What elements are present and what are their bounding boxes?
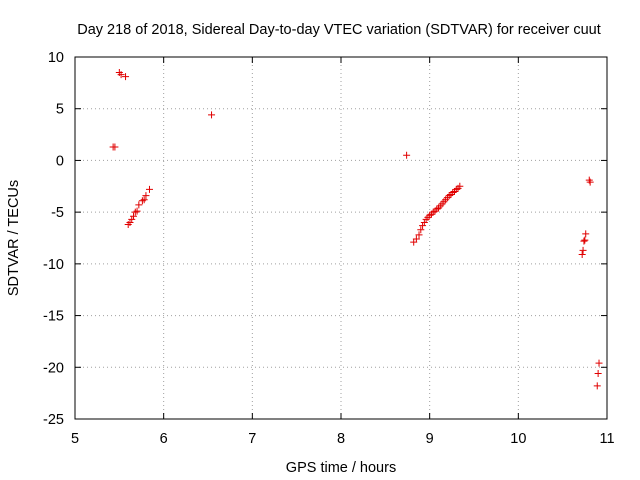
axis-ticks: [74, 56, 608, 420]
data-point: [429, 208, 437, 216]
data-point: [415, 231, 423, 239]
y-tick-label: -15: [43, 309, 64, 325]
y-tick-label: -20: [43, 360, 64, 376]
x-tick-label: 10: [510, 431, 526, 447]
data-point: [142, 192, 150, 200]
x-tick-label: 6: [160, 431, 168, 447]
data-point: [133, 207, 141, 215]
data-point: [581, 236, 589, 244]
data-point: [593, 382, 601, 390]
data-point: [126, 218, 134, 226]
x-tick-label: 8: [337, 431, 345, 447]
data-point: [412, 235, 420, 243]
y-tick-label: -25: [43, 412, 64, 428]
data-point: [452, 185, 460, 193]
data-point: [433, 205, 441, 213]
x-tick-label: 9: [426, 431, 434, 447]
data-point: [419, 222, 427, 230]
chart-title: Day 218 of 2018, Sidereal Day-to-day VTE…: [77, 22, 601, 38]
data-point: [135, 201, 143, 209]
data-point: [138, 197, 146, 205]
y-tick-label: -10: [43, 257, 64, 273]
axis-tick-labels: 5 6 7 8 9 10 11 -25 -20 -15 -10 -5 0 5 10: [43, 50, 615, 447]
data-point: [403, 151, 411, 159]
x-axis-label: GPS time / hours: [286, 460, 396, 476]
data-point: [111, 143, 119, 151]
data-point: [580, 237, 588, 245]
data-point: [122, 73, 130, 81]
data-point: [579, 246, 587, 254]
y-tick-label: 10: [48, 50, 64, 66]
y-axis-label: SDTVAR / TECUs: [6, 180, 22, 296]
data-point: [131, 208, 139, 216]
data-point: [420, 218, 428, 226]
grid-lines: [75, 57, 607, 419]
data-point: [417, 226, 425, 234]
data-point: [456, 182, 464, 190]
x-tick-label: 11: [599, 431, 614, 447]
data-point: [117, 71, 125, 79]
y-tick-label: -5: [51, 205, 64, 221]
data-point: [582, 230, 590, 238]
data-point: [145, 185, 153, 193]
data-point: [140, 196, 148, 204]
x-tick-label: 5: [71, 431, 79, 447]
data-point: [594, 369, 602, 377]
data-point: [130, 212, 138, 220]
data-point: [128, 215, 136, 223]
y-tick-label: 0: [56, 153, 64, 169]
y-tick-label: 5: [56, 102, 64, 118]
data-point: [578, 251, 586, 259]
x-tick-label: 7: [248, 431, 256, 447]
data-point: [426, 211, 434, 219]
data-point: [449, 188, 457, 196]
data-points: [109, 69, 603, 390]
data-point: [595, 359, 603, 367]
data-point: [208, 111, 216, 119]
data-point: [445, 192, 453, 200]
data-point: [586, 178, 594, 186]
